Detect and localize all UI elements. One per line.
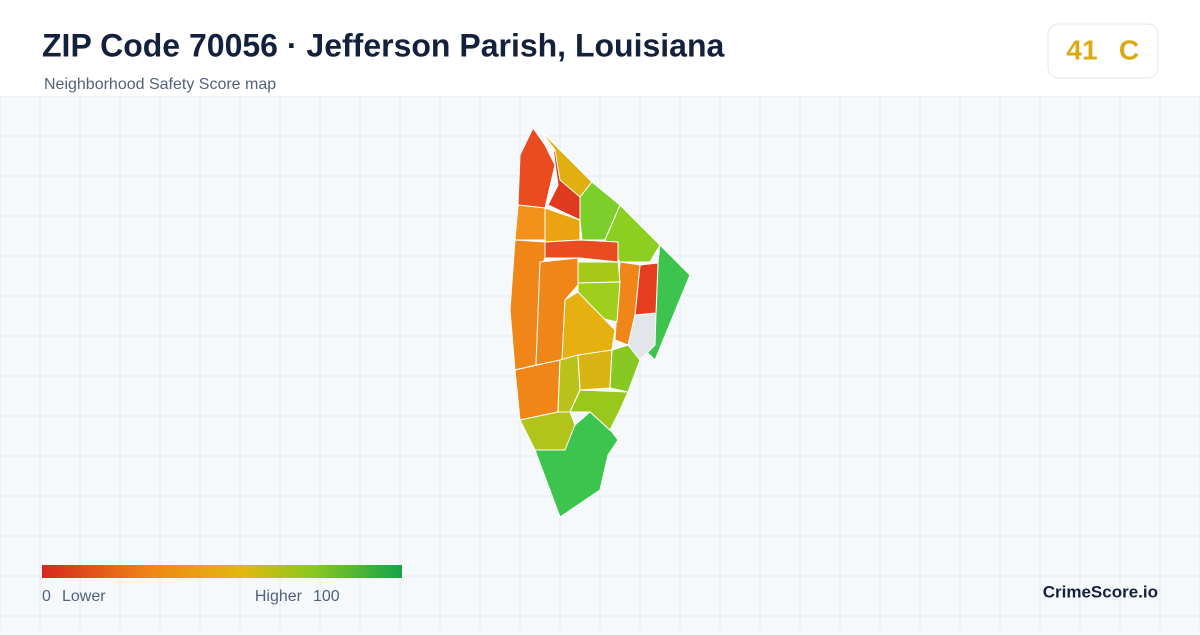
legend-max-label: Higher bbox=[255, 588, 303, 605]
zip-map bbox=[509, 127, 691, 518]
zone bbox=[577, 349, 613, 391]
legend-min: 0 bbox=[42, 588, 51, 605]
zone bbox=[514, 204, 546, 241]
zone bbox=[609, 344, 641, 393]
legend-max: 100 bbox=[313, 588, 340, 605]
title: ZIP Code 70056 · Jefferson Parish, Louis… bbox=[42, 27, 725, 63]
legend-scale bbox=[42, 565, 402, 578]
score-badge bbox=[1047, 23, 1159, 79]
header-band bbox=[0, 0, 1200, 96]
zone bbox=[514, 359, 561, 421]
zone bbox=[604, 204, 661, 263]
zone bbox=[539, 129, 593, 198]
map-grid bbox=[0, 95, 1200, 630]
zone bbox=[577, 261, 621, 284]
zone bbox=[534, 411, 619, 518]
brand: CrimeScore.io bbox=[1043, 582, 1158, 601]
zone bbox=[517, 127, 556, 209]
score-value: 41 bbox=[1066, 34, 1097, 65]
zone bbox=[614, 261, 641, 346]
score-grade: C bbox=[1119, 34, 1139, 65]
zone bbox=[577, 281, 621, 323]
subtitle: Neighborhood Safety Score map bbox=[44, 76, 276, 93]
legend-min-label: Lower bbox=[62, 588, 106, 605]
